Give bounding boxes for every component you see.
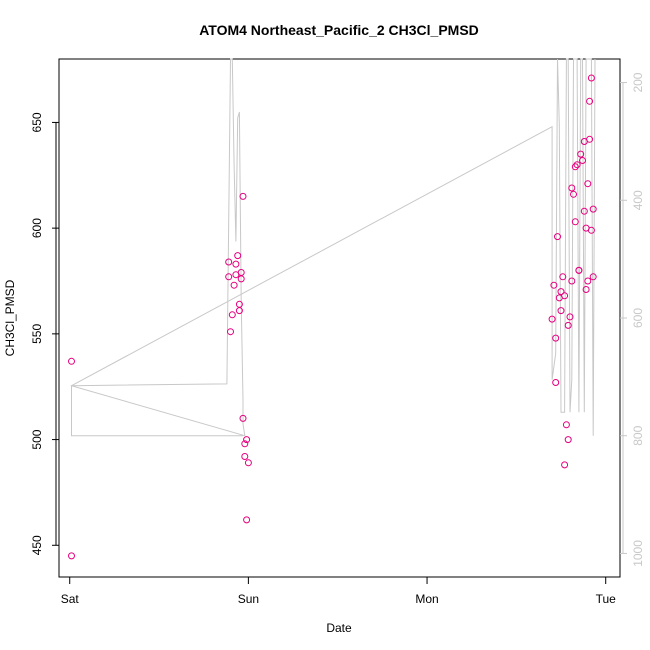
data-point bbox=[550, 281, 558, 289]
data-point bbox=[554, 233, 561, 241]
y-tick-label: 550 bbox=[30, 324, 44, 344]
data-point bbox=[241, 453, 249, 460]
data-point bbox=[584, 277, 592, 285]
data-point bbox=[228, 311, 236, 319]
data-point bbox=[564, 321, 572, 329]
x-axis: Sat Sun Mon Tue bbox=[61, 576, 617, 606]
x-tick-label: Sun bbox=[238, 592, 259, 606]
data-point bbox=[561, 461, 569, 469]
data-point bbox=[234, 252, 242, 260]
data-point bbox=[243, 436, 251, 444]
data-point bbox=[586, 135, 594, 143]
data-point bbox=[586, 97, 594, 105]
y-right-tick-label: 400 bbox=[631, 190, 645, 210]
y-tick-label: 600 bbox=[30, 218, 44, 238]
data-point bbox=[562, 421, 570, 429]
y-axis-left: 450 500 550 600 650 bbox=[30, 112, 59, 555]
y-right-tick-label: 800 bbox=[631, 425, 645, 445]
chart-title: ATOM4 Northeast_Pacific_2 CH3Cl_PMSD bbox=[199, 22, 479, 38]
y-right-tick-label: 200 bbox=[631, 72, 645, 92]
data-point bbox=[577, 150, 585, 158]
data-point bbox=[575, 266, 583, 274]
data-point bbox=[559, 273, 567, 281]
data-point bbox=[584, 180, 592, 188]
data-point bbox=[571, 218, 579, 226]
data-point bbox=[225, 273, 233, 281]
series-line bbox=[70, 58, 596, 437]
series-points-group bbox=[68, 74, 597, 560]
data-point bbox=[243, 516, 251, 524]
data-point bbox=[587, 74, 595, 82]
data-point bbox=[570, 190, 577, 198]
data-point bbox=[580, 207, 588, 215]
data-point bbox=[568, 184, 576, 192]
data-point bbox=[561, 292, 569, 300]
data-point bbox=[557, 288, 565, 296]
data-point bbox=[552, 379, 560, 386]
x-axis-label: Date bbox=[326, 621, 352, 635]
data-point bbox=[552, 334, 560, 342]
x-tick-label: Mon bbox=[415, 592, 438, 606]
data-point bbox=[239, 192, 247, 200]
data-point bbox=[568, 277, 576, 285]
data-point bbox=[68, 357, 75, 365]
y-tick-label: 650 bbox=[30, 112, 44, 132]
data-point bbox=[582, 286, 590, 293]
y-tick-label: 450 bbox=[30, 535, 44, 555]
data-point bbox=[587, 226, 595, 234]
data-point bbox=[589, 205, 597, 213]
data-point bbox=[225, 258, 233, 266]
data-point bbox=[232, 260, 240, 268]
y-tick-label: 500 bbox=[30, 429, 44, 449]
y-axis-right: 200 400 600 800 1000 bbox=[620, 72, 645, 567]
plot-area-border bbox=[58, 58, 621, 578]
x-tick-label: Sat bbox=[61, 592, 80, 606]
y-right-tick-label: 1000 bbox=[631, 540, 645, 567]
data-point bbox=[230, 281, 238, 289]
data-point bbox=[579, 157, 586, 164]
data-point bbox=[237, 269, 245, 276]
data-point bbox=[227, 328, 234, 336]
data-point bbox=[571, 163, 579, 171]
data-point bbox=[573, 161, 581, 169]
series-line-group bbox=[70, 58, 596, 437]
data-point bbox=[557, 307, 565, 315]
data-point bbox=[566, 313, 574, 321]
y-right-tick-label: 600 bbox=[631, 308, 645, 328]
data-point bbox=[235, 300, 243, 308]
data-point bbox=[241, 440, 249, 448]
data-point bbox=[239, 414, 247, 422]
data-point bbox=[589, 273, 597, 281]
data-point bbox=[548, 315, 556, 323]
y-axis-label: CH3Cl_PMSD bbox=[3, 279, 17, 356]
data-point bbox=[564, 436, 572, 444]
x-tick-label: Tue bbox=[596, 592, 617, 606]
data-point bbox=[244, 459, 252, 467]
data-point bbox=[68, 552, 75, 560]
